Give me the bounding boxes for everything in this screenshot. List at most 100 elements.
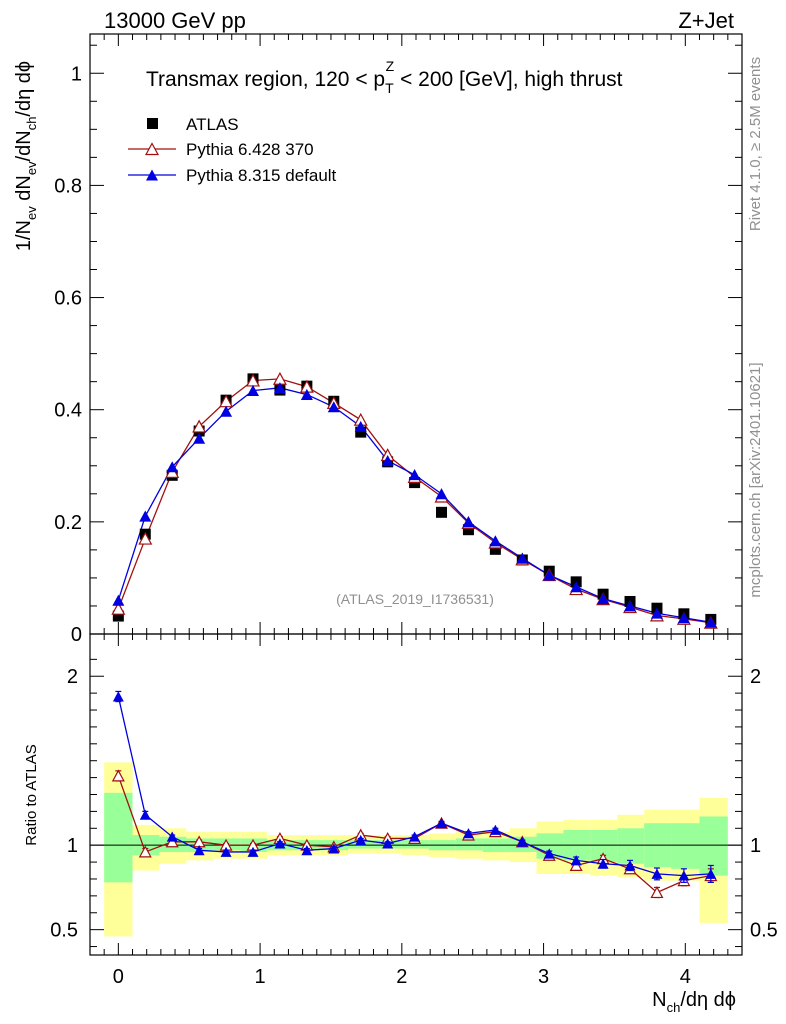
pythia8-point-0 xyxy=(112,594,125,606)
pythia8-point-9 xyxy=(354,420,367,432)
ylabel-d: /dη dϕ xyxy=(13,61,35,117)
title-post: < 200 [GeV], high thrust xyxy=(394,68,622,91)
ratio-point-pythia8-9 xyxy=(355,834,367,846)
plot-title: Transmax region, 120 < pTZ < 200 [GeV], … xyxy=(146,58,623,96)
legend-pythia6-marker xyxy=(144,142,160,156)
y-tick-label-ratio-left: 2 xyxy=(67,666,78,688)
ratio-point-pythia8-10 xyxy=(382,838,394,849)
title-pre: Transmax region, 120 < p xyxy=(146,68,385,91)
band-inner-0 xyxy=(104,792,133,883)
pythia8-point-22 xyxy=(704,616,717,628)
series-line-pythia8 xyxy=(117,387,711,623)
title-sub: T xyxy=(385,80,394,96)
y-tick-label-ratio-right: 1 xyxy=(750,835,761,857)
pythia8-point-11 xyxy=(408,469,421,481)
y-tick-label-main: 0.4 xyxy=(54,400,82,422)
rivet-label: Rivet 4.1.0, ≥ 2.5M events xyxy=(747,57,764,231)
ratio-point-pythia6-0 xyxy=(111,769,125,782)
y-axis-label: 1/Nev dNev/dNch/dη dϕ xyxy=(13,61,39,251)
pythia8-point-10 xyxy=(381,455,394,467)
x-tick-label: 3 xyxy=(538,966,549,988)
x-tick-label: 1 xyxy=(255,966,266,988)
y-tick-label-ratio-right: 2 xyxy=(750,666,761,688)
ratio-panel: 0 1 2 3 4 0.5 0.5 1 1 2 2 xyxy=(50,633,778,988)
legend-atlas-label: ATLAS xyxy=(186,115,239,134)
x-tick-label: 0 xyxy=(113,966,124,988)
ratio-point-pythia8-13 xyxy=(462,828,474,839)
y-tick-label-main: 0 xyxy=(71,624,82,646)
legend-pythia8-label: Pythia 8.315 default xyxy=(186,166,337,185)
ratio-point-pythia6-1 xyxy=(138,845,152,858)
ratio-point-pythia8-22 xyxy=(705,868,717,879)
band-inner-13 xyxy=(455,838,483,851)
x-tick-label: 4 xyxy=(680,966,691,988)
legend-pythia8-marker xyxy=(146,169,158,181)
band-inner-11 xyxy=(401,840,429,849)
y-tick-label-ratio-left: 1 xyxy=(67,835,78,857)
legend-atlas-marker xyxy=(147,118,158,129)
mcplots-label: mcplots.cern.ch [arXiv:2401.10621] xyxy=(747,362,764,597)
pythia6-point-3 xyxy=(192,419,207,433)
atlas-point-0 xyxy=(112,610,124,622)
xlabel-main: N xyxy=(652,989,666,1011)
legend-pythia6-label: Pythia 6.428 370 xyxy=(186,140,314,159)
y-tick-label-main: 0.2 xyxy=(54,512,82,534)
ylabel-c: /dN xyxy=(13,130,35,161)
xlabel-sub: ch xyxy=(667,1000,681,1015)
ratio-point-pythia8-8 xyxy=(328,843,340,854)
ratio-point-pythia8-15 xyxy=(516,836,528,847)
process-label: Z+Jet xyxy=(678,8,734,33)
ratio-point-pythia8-3 xyxy=(193,845,205,856)
pythia8-point-8 xyxy=(327,401,340,413)
pythia8-point-17 xyxy=(570,581,583,593)
x-axis-label: Nch/dη dϕ xyxy=(652,989,736,1015)
ratio-point-pythia8-5 xyxy=(247,846,259,857)
pythia8-point-20 xyxy=(650,607,663,619)
x-tick-label: 2 xyxy=(396,966,407,988)
ratio-point-pythia8-19 xyxy=(624,860,636,871)
pythia8-point-14 xyxy=(489,535,502,547)
pythia8-point-4 xyxy=(220,405,233,417)
atlas-point-13 xyxy=(462,524,474,536)
ylabel-c-sub: ch xyxy=(24,117,39,131)
atlas-point-9 xyxy=(355,426,367,438)
ratio-point-pythia6-20 xyxy=(650,886,664,899)
energy-label: 13000 GeV pp xyxy=(104,8,246,33)
y-tick-label-main: 0.6 xyxy=(54,288,82,310)
pythia8-point-18 xyxy=(597,592,610,605)
pythia6-point-0 xyxy=(111,601,126,615)
pythia8-point-1 xyxy=(139,510,152,522)
ratio-point-pythia8-18 xyxy=(597,858,609,869)
ratio-point-pythia8-7 xyxy=(301,845,313,856)
main-panel: 0 0.2 0.4 0.6 0.8 1 xyxy=(54,33,743,646)
band-inner-19 xyxy=(617,828,645,864)
pythia8-point-19 xyxy=(624,600,637,612)
pythia8-point-12 xyxy=(435,488,448,500)
pythia8-point-16 xyxy=(543,569,556,581)
band-inner-21 xyxy=(671,823,700,869)
pythia6-point-1 xyxy=(138,531,153,545)
analysis-id: (ATLAS_2019_I1736531) xyxy=(336,591,494,607)
title-sup: Z xyxy=(386,58,395,74)
pythia8-point-21 xyxy=(677,612,690,624)
ylabel-a-sub: ev xyxy=(24,206,39,220)
ylabel-b: dN xyxy=(13,175,35,206)
pythia8-point-13 xyxy=(462,516,475,528)
series-line-pythia6 xyxy=(117,378,711,624)
ratio-frame xyxy=(89,633,743,956)
ratio-point-pythia8-14 xyxy=(489,824,501,835)
ratio-point-pythia8-4 xyxy=(220,846,232,857)
ratio-point-pythia8-0 xyxy=(112,691,124,702)
pythia8-point-15 xyxy=(516,552,529,564)
ratio-point-pythia8-21 xyxy=(678,870,690,881)
y-tick-label-ratio-left: 0.5 xyxy=(50,920,78,942)
ratio-point-pythia8-6 xyxy=(274,838,286,849)
pythia8-point-3 xyxy=(193,432,206,444)
ratio-point-pythia8-17 xyxy=(570,855,582,866)
pythia8-point-5 xyxy=(247,384,259,397)
xlabel-rest: /dη dϕ xyxy=(680,989,736,1011)
legend: ATLAS Pythia 6.428 370 Pythia 8.315 defa… xyxy=(128,115,337,185)
pythia8-point-2 xyxy=(166,461,179,473)
y-tick-label-main: 1 xyxy=(71,63,82,85)
ratio-point-pythia8-20 xyxy=(651,868,663,879)
